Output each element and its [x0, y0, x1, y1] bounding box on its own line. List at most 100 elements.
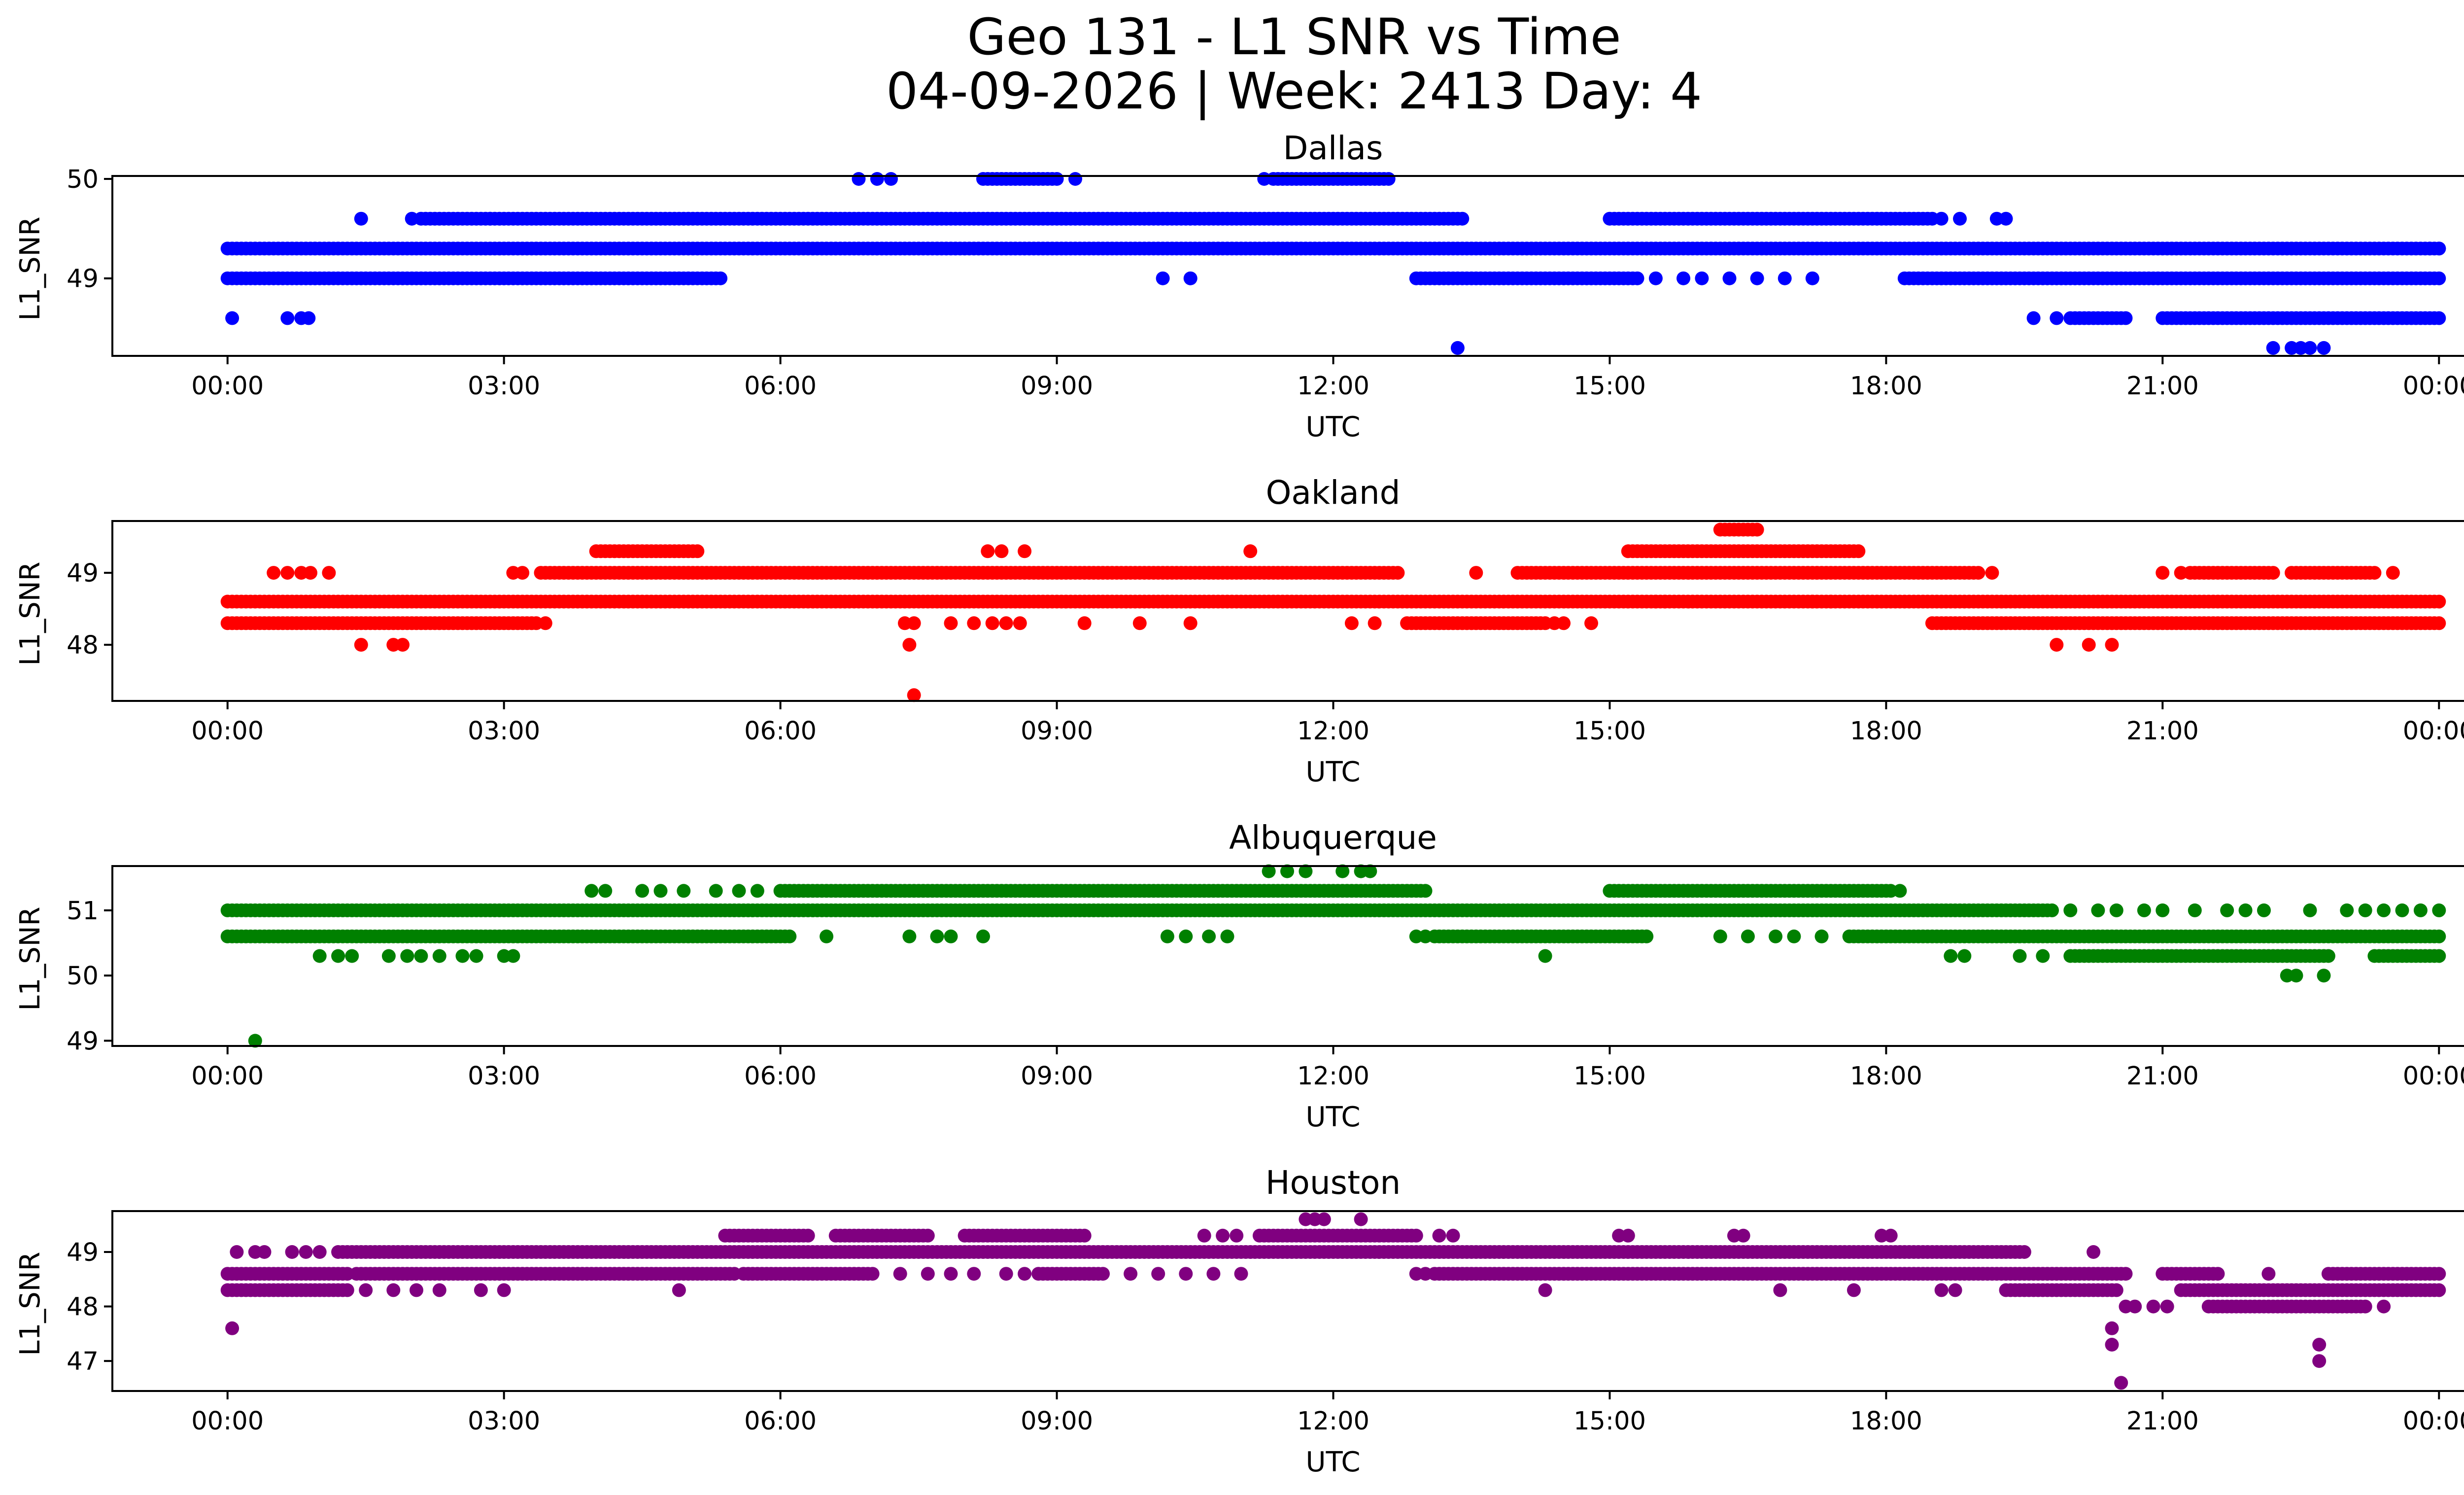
data-point-houston	[299, 1245, 313, 1259]
data-point-houston	[1418, 1267, 1433, 1281]
x-tick-label-dallas: 21:00	[2126, 372, 2199, 401]
data-point-albuquerque	[709, 884, 723, 898]
y-tick-label-albuquerque: 49	[67, 1027, 99, 1056]
data-point-albuquerque	[635, 884, 650, 898]
data-point-houston	[921, 1267, 935, 1281]
data-point-dallas	[2317, 341, 2331, 355]
data-point-oakland	[304, 566, 317, 580]
data-point-oakland	[999, 616, 1013, 630]
x-tick-label-oakland: 00:00	[2403, 717, 2464, 746]
data-point-oakland	[1971, 566, 1985, 580]
data-point-dallas	[280, 311, 295, 325]
data-point-houston	[2211, 1267, 2225, 1281]
x-tick-label-oakland: 00:00	[191, 717, 264, 746]
data-point-oakland	[2050, 638, 2064, 652]
panel-oakland: Oakland L1_SNR UTC 00:00 03:00 06:00 09:00 1…	[14, 474, 2464, 788]
data-point-houston	[2160, 1299, 2174, 1314]
data-point-albuquerque	[2321, 949, 2335, 963]
data-point-albuquerque	[381, 949, 396, 963]
data-point-albuquerque	[750, 884, 764, 898]
data-point-albuquerque	[1299, 864, 1313, 878]
y-tick-label-houston: 48	[67, 1293, 99, 1322]
data-point-houston	[801, 1228, 815, 1243]
x-tick-label-dallas: 18:00	[1850, 372, 1922, 401]
x-tick-label-albuquerque: 00:00	[191, 1062, 264, 1091]
data-point-houston	[1216, 1228, 1230, 1243]
data-point-houston	[312, 1245, 327, 1259]
data-point-oakland	[2432, 594, 2446, 609]
data-point-albuquerque	[1814, 929, 1829, 943]
x-tick-label-houston: 09:00	[1021, 1407, 1093, 1436]
data-point-albuquerque	[248, 1034, 262, 1048]
data-point-oakland	[1183, 616, 1198, 630]
data-point-albuquerque	[653, 884, 668, 898]
panel-houston: Houston L1_SNR UTC 00:00 03:00 06:00 09:00 1…	[14, 1164, 2464, 1478]
y-tick-label-oakland: 48	[67, 631, 99, 660]
x-tick-label-houston: 00:00	[191, 1407, 264, 1436]
x-tick-label-oakland: 15:00	[1574, 717, 1646, 746]
x-tick-label-dallas: 15:00	[1574, 372, 1646, 401]
data-point-dallas	[1455, 211, 1470, 226]
data-point-albuquerque	[2377, 903, 2391, 917]
x-tick-label-oakland: 21:00	[2126, 717, 2199, 746]
data-point-albuquerque	[820, 929, 834, 943]
data-point-dallas	[1050, 172, 1064, 186]
data-point-dallas	[1778, 271, 1792, 285]
data-point-houston	[1179, 1267, 1193, 1281]
data-point-houston	[967, 1267, 981, 1281]
panel-title-oakland: Oakland	[1266, 474, 1400, 512]
data-point-dallas	[870, 172, 884, 186]
data-point-houston	[2312, 1354, 2327, 1368]
data-point-houston	[230, 1245, 244, 1259]
data-point-houston	[1096, 1267, 1110, 1281]
x-tick-label-albuquerque: 21:00	[2126, 1062, 2199, 1091]
data-point-oakland	[1469, 566, 1483, 580]
data-point-albuquerque	[2340, 903, 2354, 917]
data-point-houston	[1409, 1228, 1423, 1243]
data-point-houston	[893, 1267, 907, 1281]
data-point-dallas	[1156, 271, 1170, 285]
data-point-albuquerque	[2063, 903, 2078, 917]
x-axis-label-oakland: UTC	[1305, 756, 1360, 788]
data-point-houston	[921, 1228, 935, 1243]
data-point-albuquerque	[1202, 929, 1216, 943]
data-point-oakland	[981, 544, 995, 558]
y-tick-label-dallas: 50	[67, 165, 99, 194]
data-point-albuquerque	[414, 949, 428, 963]
data-point-oakland	[1391, 566, 1405, 580]
x-tick-label-dallas: 09:00	[1021, 372, 1093, 401]
data-point-oakland	[1368, 616, 1382, 630]
data-point-oakland	[994, 544, 1009, 558]
data-point-houston	[2105, 1338, 2119, 1352]
data-point-dallas	[1722, 271, 1737, 285]
data-point-oakland	[396, 638, 410, 652]
x-tick-label-houston: 18:00	[1850, 1407, 1922, 1436]
data-point-houston	[2432, 1283, 2446, 1297]
data-point-albuquerque	[2289, 969, 2303, 983]
data-point-albuquerque	[1335, 864, 1350, 878]
data-point-albuquerque	[1957, 949, 1972, 963]
data-point-houston	[1354, 1212, 1368, 1226]
data-point-albuquerque	[1944, 949, 1958, 963]
data-point-houston	[672, 1283, 686, 1297]
x-tick-label-dallas: 00:00	[2403, 372, 2464, 401]
data-point-oakland	[1018, 544, 1032, 558]
data-point-houston	[2261, 1267, 2276, 1281]
x-tick-label-dallas: 06:00	[744, 372, 817, 401]
data-point-houston	[1446, 1228, 1460, 1243]
data-point-houston	[1948, 1283, 1962, 1297]
data-point-oakland	[1750, 522, 1764, 537]
x-tick-label-dallas: 00:00	[191, 372, 264, 401]
data-point-oakland	[1584, 616, 1598, 630]
data-point-houston	[1317, 1212, 1331, 1226]
x-tick-label-dallas: 03:00	[468, 372, 540, 401]
data-point-albuquerque	[2238, 903, 2253, 917]
data-point-oakland	[2174, 566, 2188, 580]
data-point-dallas	[1934, 211, 1949, 226]
data-point-albuquerque	[902, 929, 917, 943]
data-point-oakland	[1557, 616, 1571, 630]
data-point-albuquerque	[1418, 929, 1433, 943]
panel-title-houston: Houston	[1266, 1164, 1401, 1202]
data-point-albuquerque	[1262, 864, 1276, 878]
data-point-dallas	[1648, 271, 1663, 285]
